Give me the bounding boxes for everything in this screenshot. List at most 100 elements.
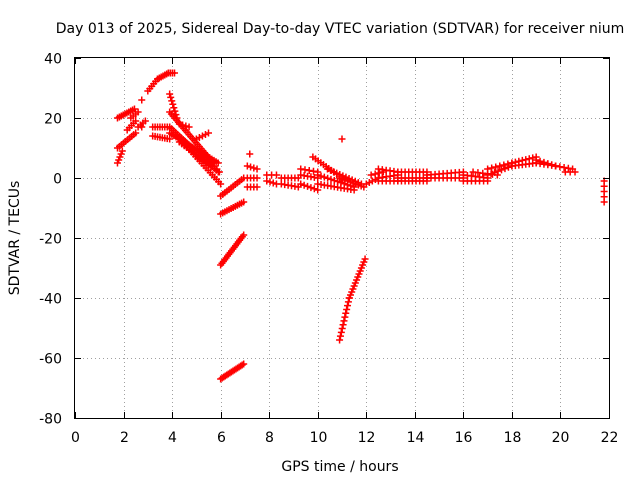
data-point <box>168 97 176 105</box>
data-point <box>492 163 500 171</box>
data-point <box>504 160 512 168</box>
y-tick-label: 40 <box>44 52 62 68</box>
data-point <box>323 165 331 173</box>
data-point <box>327 166 335 174</box>
data-point <box>344 302 352 310</box>
data-point <box>253 183 261 191</box>
x-tick-label: 16 <box>455 430 473 446</box>
data-point <box>496 162 504 170</box>
data-point <box>317 172 325 180</box>
data-point <box>253 174 261 182</box>
data-point <box>314 186 322 194</box>
data-point <box>342 309 350 317</box>
data-point <box>371 170 379 178</box>
data-point <box>247 163 255 171</box>
data-point <box>494 167 502 175</box>
data-point <box>246 150 254 158</box>
data-point <box>336 332 344 340</box>
data-point <box>240 231 248 239</box>
data-point <box>138 123 146 131</box>
data-point <box>269 179 277 187</box>
data-point <box>141 117 149 125</box>
data-point <box>243 162 251 170</box>
data-point <box>338 325 346 333</box>
data-point <box>297 180 305 188</box>
grid-lines <box>75 58 609 418</box>
data-point <box>253 165 261 173</box>
data-point <box>300 181 308 189</box>
data-point <box>304 182 312 190</box>
x-tick-label: 0 <box>71 430 80 446</box>
data-point <box>484 177 492 185</box>
axis-ticks: 0 2 4 6 8 10 12 14 16 18 20 22 -80 -60 -40 -20 0 20 40 <box>39 52 618 447</box>
data-point <box>330 168 338 176</box>
data-point <box>263 177 271 185</box>
data-point <box>367 171 375 179</box>
data-point <box>498 166 506 174</box>
data-point <box>337 328 345 336</box>
x-tick-label: 4 <box>168 430 177 446</box>
data-point <box>182 122 190 130</box>
data-point <box>167 93 175 101</box>
data-point <box>314 171 322 179</box>
data-point <box>169 100 177 108</box>
x-tick-label: 18 <box>504 430 522 446</box>
x-tick-label: 14 <box>407 430 425 446</box>
data-point <box>185 123 193 131</box>
data-point <box>205 129 212 137</box>
data-point <box>327 175 335 183</box>
data-point <box>170 104 178 112</box>
x-axis-title: GPS time / hours <box>281 459 398 475</box>
plot-frame <box>74 57 610 419</box>
data-point <box>138 96 146 104</box>
data-point <box>250 164 258 172</box>
y-tick-label: -40 <box>39 292 62 308</box>
data-point <box>571 168 579 176</box>
data-point <box>324 174 332 182</box>
data-point <box>500 161 508 169</box>
y-tick-label: -20 <box>39 232 62 248</box>
data-points <box>113 69 608 383</box>
data-point <box>350 186 358 194</box>
x-tick-label: 2 <box>120 430 129 446</box>
data-point <box>266 178 274 186</box>
data-point <box>215 168 223 176</box>
data-point <box>166 135 174 143</box>
data-point <box>340 317 348 325</box>
data-point <box>484 165 492 173</box>
data-point <box>341 313 349 321</box>
data-point <box>344 298 352 306</box>
data-point <box>175 120 183 128</box>
x-tick-label: 22 <box>601 430 619 446</box>
y-tick-label: 20 <box>44 112 62 128</box>
data-point <box>320 173 328 181</box>
chart-title: Day 013 of 2025, Sidereal Day-to-day VTE… <box>56 21 625 37</box>
data-point <box>240 198 248 206</box>
data-point <box>166 90 174 98</box>
data-point <box>338 135 346 143</box>
data-point <box>310 185 318 193</box>
data-point <box>132 129 140 137</box>
x-tick-label: 8 <box>265 430 274 446</box>
data-point <box>217 180 225 188</box>
data-point <box>214 159 222 167</box>
data-point <box>307 184 315 192</box>
y-axis-title: SDTVAR / TECUs <box>7 181 23 296</box>
data-point <box>240 360 248 368</box>
data-point <box>171 69 179 77</box>
y-tick-label: -60 <box>39 352 62 368</box>
x-tick-label: 6 <box>217 430 226 446</box>
data-point <box>501 165 509 173</box>
y-tick-label: -80 <box>39 412 62 428</box>
data-point <box>130 105 138 113</box>
data-point <box>134 108 142 116</box>
data-point <box>330 176 338 184</box>
x-tick-label: 20 <box>552 430 570 446</box>
data-point <box>336 336 344 344</box>
x-tick-label: 12 <box>358 430 376 446</box>
data-point <box>132 117 140 125</box>
data-point <box>238 361 246 369</box>
x-tick-label: 10 <box>310 430 328 446</box>
